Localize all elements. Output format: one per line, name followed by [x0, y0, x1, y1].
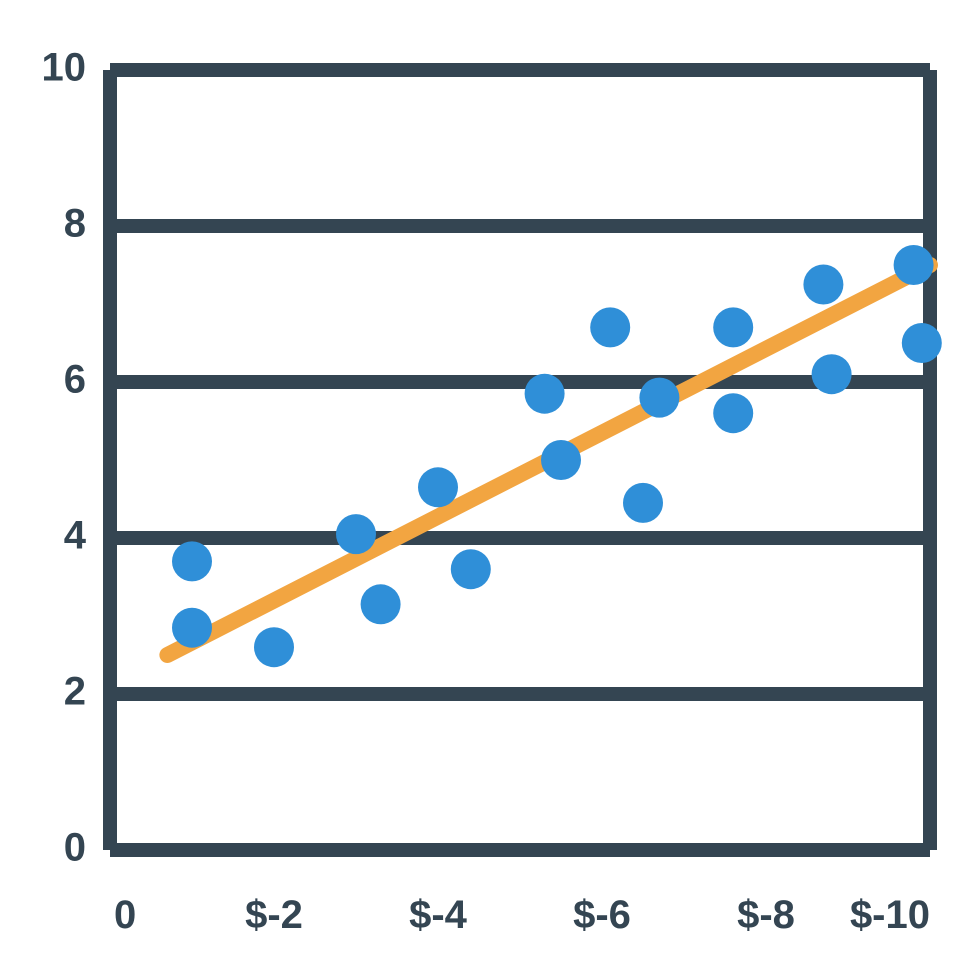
- y-tick-label: 0: [64, 826, 86, 870]
- y-tick-label: 4: [64, 514, 87, 558]
- data-point: [361, 584, 401, 624]
- data-point: [451, 549, 491, 589]
- y-tick-label: 10: [42, 46, 87, 90]
- y-tick-label: 8: [64, 202, 86, 246]
- data-point: [623, 483, 663, 523]
- x-tick-label: $-6: [573, 893, 631, 937]
- data-point: [525, 374, 565, 414]
- chart-canvas: 0 2 4 6 8 10 0 $-2 $-4 $-6 $-8 $-10: [0, 0, 980, 980]
- y-tick-label: 2: [64, 670, 86, 714]
- scatter-chart: 0 2 4 6 8 10 0 $-2 $-4 $-6 $-8 $-10: [0, 0, 980, 980]
- data-point: [812, 354, 852, 394]
- x-tick-label: $-4: [409, 893, 468, 937]
- x-tick-label: $-2: [245, 893, 303, 937]
- data-point: [336, 514, 376, 554]
- x-tick-label: 0: [114, 893, 136, 937]
- data-point: [172, 608, 212, 648]
- y-tick-label: 6: [64, 358, 86, 402]
- data-point: [713, 393, 753, 433]
- data-point: [254, 627, 294, 667]
- data-point: [418, 467, 458, 507]
- data-point: [713, 307, 753, 347]
- x-tick-label: $-10: [850, 893, 930, 937]
- data-point: [894, 245, 934, 285]
- data-point: [803, 265, 843, 305]
- data-point: [541, 440, 581, 480]
- data-point: [172, 541, 212, 581]
- data-point: [590, 307, 630, 347]
- data-point: [902, 323, 942, 363]
- x-tick-label: $-8: [737, 893, 795, 937]
- data-point: [639, 378, 679, 418]
